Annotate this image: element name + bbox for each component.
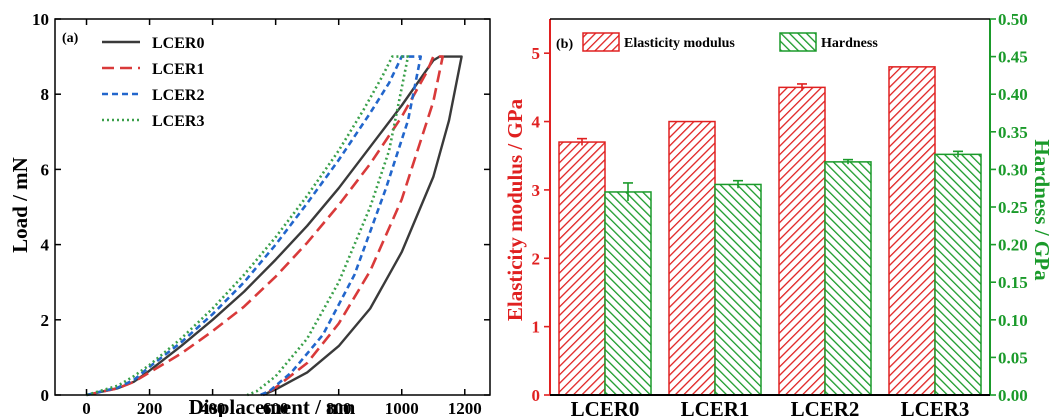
b-category-label: LCER0 [571, 397, 640, 417]
a-x-tick-label: 600 [263, 399, 289, 417]
bar-hardness-lcer3 [934, 153, 982, 396]
a-x-tick-label: 200 [137, 399, 163, 417]
b-y-tick-label: 0 [532, 386, 541, 405]
b-legend-label-modulus: Elasticity modulus [624, 36, 735, 51]
a-panel-label: (a) [62, 31, 79, 46]
a-y-tick-label: 8 [41, 85, 50, 104]
a-x-tick-label: 400 [200, 399, 226, 417]
b-bars [558, 66, 982, 396]
bar-modulus-lcer3 [888, 66, 936, 396]
a-legend-label-lcer3: LCER3 [152, 113, 204, 130]
b-y-tick-label: 2 [532, 249, 541, 268]
b-y2-tick-label: 0.40 [998, 85, 1028, 104]
b-y2-tick-label: 0.05 [998, 348, 1028, 367]
b-y-tick-label: 3 [532, 181, 541, 200]
a-plot-frame [54, 18, 491, 396]
a-x-axis-title: Displacement / nm [189, 395, 356, 417]
a-x-tick-label: 0 [82, 399, 91, 417]
bar-modulus-lcer1 [668, 120, 716, 396]
b-category-label: LCER3 [901, 397, 970, 417]
b-category-label: LCER1 [681, 397, 750, 417]
b-y2-tick-label: 0.25 [998, 198, 1028, 217]
a-legend-label-lcer0: LCER0 [152, 35, 204, 52]
b-y2-tick-label: 0.20 [998, 236, 1028, 255]
b-panel-label: (b) [556, 37, 573, 52]
bar-modulus-lcer2 [778, 86, 826, 396]
b-y2-tick-label: 0.35 [998, 123, 1028, 142]
b-y-tick-label: 4 [532, 113, 541, 132]
a-y-tick-label: 10 [32, 10, 49, 29]
a-legend-label-lcer2: LCER2 [152, 87, 204, 104]
bar-modulus-lcer0 [558, 141, 606, 396]
b-y2-tick-label: 0.15 [998, 273, 1028, 292]
a-x-tick-label: 1000 [385, 399, 419, 417]
bar-hardness-lcer0 [604, 191, 652, 396]
a-x-tick-label: 1200 [448, 399, 482, 417]
b-y-tick-label: 1 [532, 318, 541, 337]
b-y-tick-label: 5 [532, 44, 541, 63]
b-y2-axis-title: Hardness / GPa [1030, 139, 1054, 281]
curve-lcer0 [86, 55, 463, 397]
a-y-axis-title: Load / mN [8, 157, 32, 253]
b-y2-tick-label: 0.50 [998, 10, 1028, 29]
a-curves [86, 55, 463, 397]
b-y2-tick-label: 0.10 [998, 311, 1028, 330]
a-legend: LCER0 LCER1 LCER2 LCER3 [102, 35, 204, 130]
a-y-tick-label: 2 [41, 311, 50, 330]
a-y-tick-label: 6 [41, 160, 50, 179]
a-axes: 0 200 400 600 800 1000 1200 0 2 4 6 8 10 [32, 10, 491, 417]
a-x-tick-label: 800 [326, 399, 352, 417]
b-legend-swatch-modulus [582, 32, 620, 52]
b-legend: Elasticity modulus Hardness [582, 32, 878, 52]
curve-lcer1 [86, 55, 444, 397]
panel-b-mechanical-properties: LCER0 LCER1 LCER2 LCER3 0 1 2 3 4 5 0.00 0.05 0.10 0.… [503, 10, 1054, 417]
a-y-tick-label: 0 [41, 386, 50, 405]
curve-lcer3 [86, 55, 410, 397]
b-y-axis-title: Elasticity modulus / GPa [503, 98, 527, 321]
bar-hardness-lcer2 [824, 161, 872, 396]
b-axes: LCER0 LCER1 LCER2 LCER3 0 1 2 3 4 5 0.00 0.05 0.10 0.… [532, 10, 1028, 417]
panel-a-load-displacement: 0 200 400 600 800 1000 1200 0 2 4 6 8 10 (a) Displac… [8, 10, 491, 417]
b-legend-label-hardness: Hardness [821, 36, 878, 51]
b-legend-swatch-hardness [779, 32, 817, 52]
a-y-tick-label: 4 [41, 236, 50, 255]
b-category-label: LCER2 [791, 397, 860, 417]
b-y2-tick-label: 0.30 [998, 160, 1028, 179]
curve-lcer2 [86, 55, 422, 397]
a-legend-label-lcer1: LCER1 [152, 61, 204, 78]
b-y2-tick-label: 0.00 [998, 386, 1028, 405]
b-y2-tick-label: 0.45 [998, 48, 1028, 67]
bar-hardness-lcer1 [714, 183, 762, 396]
